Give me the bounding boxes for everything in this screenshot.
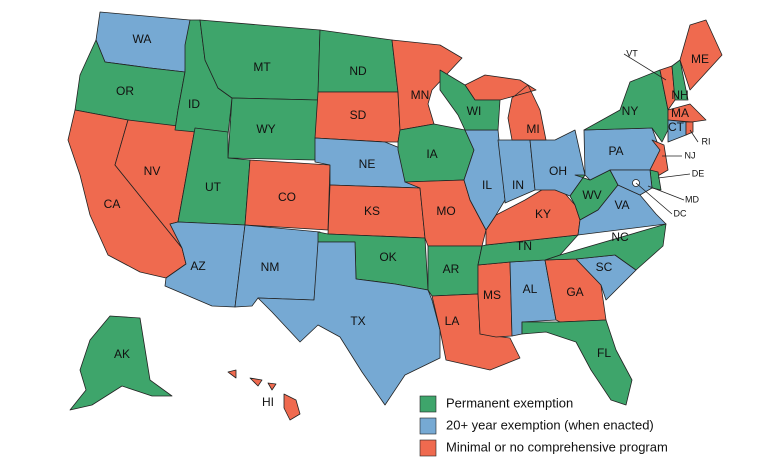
state-label: PA: [608, 144, 623, 158]
state-label: AR: [443, 262, 460, 276]
state: [667, 103, 707, 123]
legend-swatch: [419, 439, 437, 457]
state-label: VT: [626, 48, 638, 58]
state-label: OK: [379, 250, 396, 264]
state-label: NH: [671, 88, 688, 102]
state: [439, 69, 501, 131]
leader-line: [657, 173, 691, 179]
state-label: KS: [364, 204, 380, 218]
legend-label: 20+ year exemption (when enacted): [446, 417, 654, 432]
leader-line: [635, 182, 673, 215]
state-label: LA: [445, 314, 460, 328]
state-label: KY: [535, 207, 551, 221]
state-label: ND: [349, 64, 367, 78]
state-label: FL: [597, 346, 611, 360]
state: [671, 59, 689, 101]
state-label: GA: [566, 285, 583, 299]
state-label: ME: [691, 52, 709, 66]
state: [544, 223, 667, 271]
state-label: NC: [611, 230, 629, 244]
state-label: CA: [104, 197, 121, 211]
state-label: NJ: [685, 150, 696, 160]
state-label: CT: [668, 120, 685, 134]
legend-swatch: [419, 395, 437, 413]
state-label: WA: [133, 32, 152, 46]
state-label: DE: [692, 168, 705, 178]
state-label: MA: [671, 106, 689, 120]
state-label: DC: [674, 208, 687, 218]
state-label: OH: [549, 164, 567, 178]
state-label: AK: [114, 347, 130, 361]
state: [477, 234, 579, 266]
state-label: SD: [350, 108, 367, 122]
state: [521, 319, 633, 406]
state: [257, 241, 441, 406]
state-label: AL: [523, 282, 538, 296]
state-label: AZ: [190, 259, 205, 273]
state-label: NY: [622, 104, 639, 118]
state-label: MI: [526, 122, 539, 136]
state-label: WV: [582, 188, 601, 202]
leader-line: [647, 185, 685, 201]
state-label: UT: [205, 180, 222, 194]
state: [391, 39, 463, 131]
state: [577, 184, 667, 236]
state-label: TN: [516, 239, 532, 253]
state-label: MN: [411, 88, 430, 102]
state-label: CO: [278, 190, 296, 204]
state: [317, 29, 399, 93]
legend-swatch: [419, 417, 437, 435]
state-label: TX: [350, 314, 365, 328]
legend-label: Permanent exemption: [446, 395, 573, 410]
state-label: IA: [426, 147, 437, 161]
state-label: WI: [467, 104, 482, 118]
state-label: MD: [685, 194, 699, 204]
leader-line: [623, 53, 667, 81]
state-label: OR: [116, 84, 134, 98]
state-label: SC: [596, 260, 613, 274]
state-label: WY: [256, 122, 275, 136]
state-label: RI: [702, 136, 711, 146]
state-label: NM: [261, 260, 280, 274]
leader-line: [689, 129, 699, 143]
state-label: ID: [188, 97, 200, 111]
state-label: IN: [512, 178, 524, 192]
state-label: MO: [436, 204, 455, 218]
state-label: MS: [483, 288, 501, 302]
state-label: MT: [253, 60, 271, 74]
legend-label: Minimal or no comprehensive program: [446, 439, 668, 454]
state-label: HI: [262, 395, 274, 409]
state-label: NV: [144, 164, 161, 178]
state: [227, 369, 301, 421]
state-label: VA: [614, 198, 629, 212]
state-label: NE: [359, 157, 376, 171]
state-label: IL: [482, 178, 492, 192]
state: [69, 315, 173, 411]
state: [679, 19, 723, 91]
